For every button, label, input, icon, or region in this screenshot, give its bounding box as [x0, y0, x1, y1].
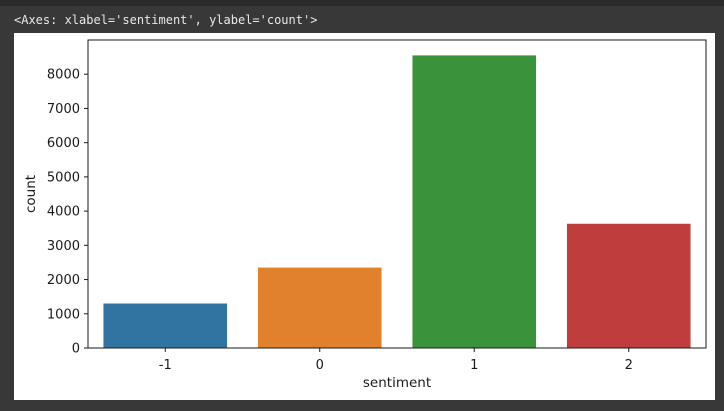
x-axis: -1 0 1 2 — [159, 348, 633, 373]
x-tick-label: -1 — [159, 358, 172, 373]
cell-output-repr: <Axes: xlabel='sentiment', ylabel='count… — [14, 13, 318, 27]
axes-frame — [87, 39, 707, 349]
bar--1 — [103, 303, 228, 348]
bar-1 — [412, 55, 537, 349]
y-axis: 0 1000 2000 3000 4000 5000 6000 7000 8000 — [47, 68, 88, 357]
y-tick-label: 4000 — [47, 205, 80, 220]
y-tick-label: 2000 — [47, 273, 80, 288]
y-tick-label: 5000 — [47, 170, 80, 185]
x-tick-label: 2 — [625, 358, 633, 373]
y-tick-label: 7000 — [47, 102, 80, 117]
x-tick-label: 1 — [470, 358, 478, 373]
bar-0 — [257, 267, 382, 348]
x-axis-label: sentiment — [363, 375, 431, 391]
bar-2 — [566, 223, 691, 348]
y-axis-label: count — [23, 175, 39, 213]
y-tick-label: 1000 — [47, 307, 80, 322]
y-tick-label: 0 — [72, 342, 80, 357]
cell-top-bar — [0, 0, 724, 6]
x-tick-label: 0 — [316, 358, 324, 373]
y-tick-label: 3000 — [47, 239, 80, 254]
y-tick-label: 8000 — [47, 68, 80, 83]
bars-group — [103, 55, 691, 349]
y-tick-label: 6000 — [47, 136, 80, 151]
plot-area: 0 1000 2000 3000 4000 5000 6000 7000 8000 -1 0 1 2 … — [14, 33, 715, 400]
